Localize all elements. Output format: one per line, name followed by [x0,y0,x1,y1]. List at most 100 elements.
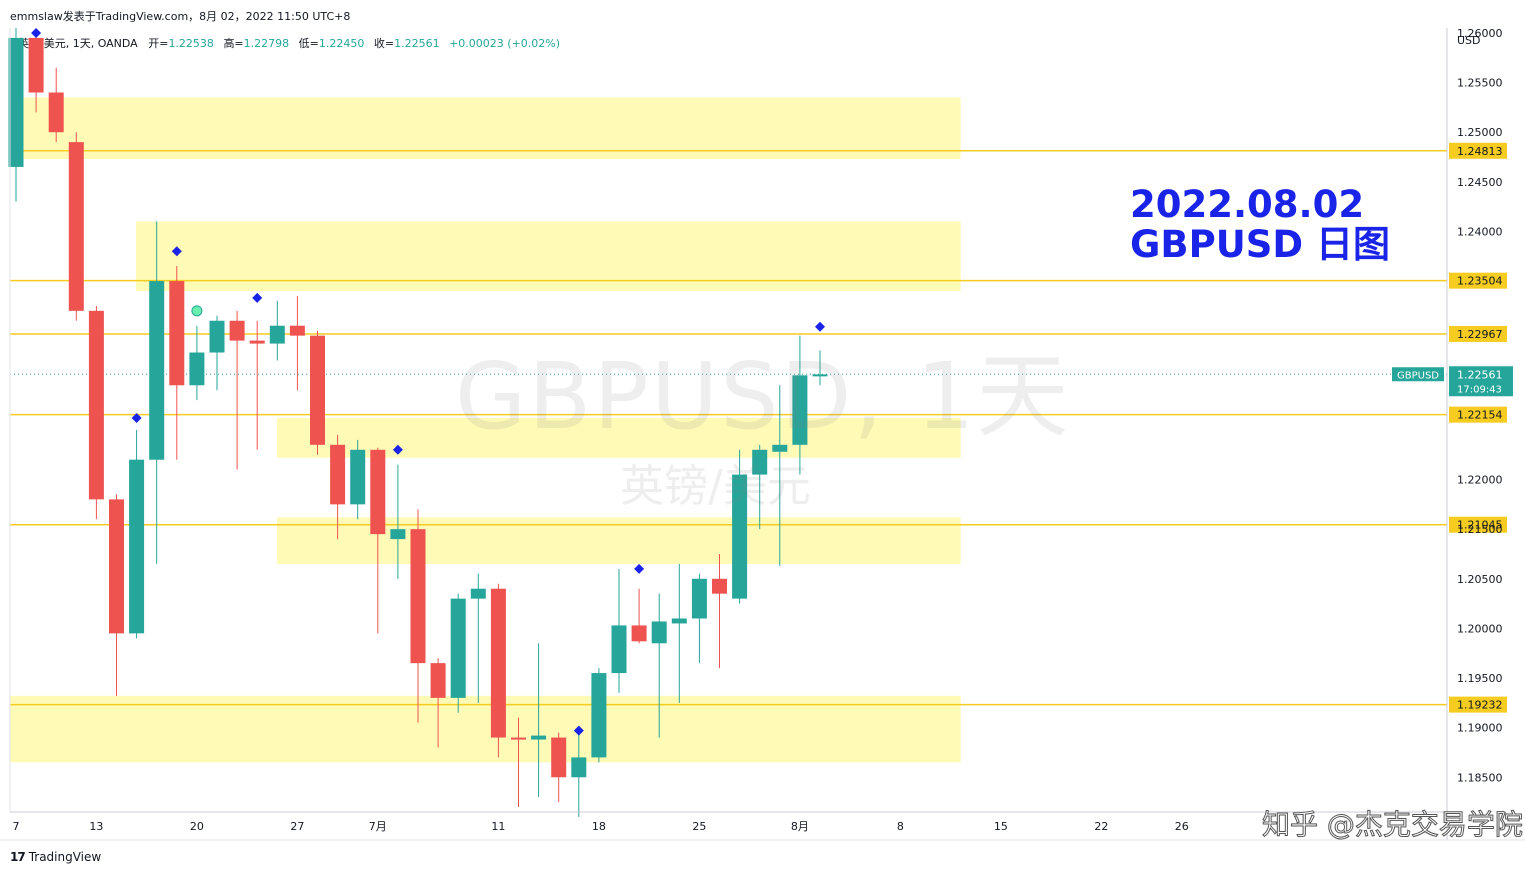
price-tick-label: 1.22000 [1457,474,1503,487]
candle-body [490,588,506,738]
price-level-label-bg [1449,516,1507,533]
signal-diamond-marker [171,246,182,257]
candle-body [310,335,325,445]
candle-body [450,598,466,698]
currency-label: USD [1457,34,1481,47]
chart-annotation: 2022.08.02 GBPUSD 日图 [1130,185,1390,265]
time-tick-label: 7 [13,820,20,833]
legend-open-label: 开= [148,37,169,50]
time-tick-label: 22 [1094,820,1108,833]
signal-diamond-marker [252,292,263,303]
signal-diamond-marker [815,321,825,332]
legend-symbol-info: 英镑/美元, 1天, OANDA [18,37,138,50]
candle-body [732,474,748,599]
support-resistance-zone [277,418,961,458]
candle-body [410,529,426,664]
candle-body [671,618,687,624]
candle-body [651,621,667,644]
candle-body [591,673,607,758]
legend-high-label: 高= [223,37,244,50]
legend-low-value: 1.22450 [318,37,365,50]
signal-circle-marker [191,305,203,317]
last-price-countdown: 17:09:43 [1457,384,1502,395]
signal-diamond-marker [392,444,403,455]
legend-open-value: 1.22538 [168,37,214,50]
time-tick-label: 11 [491,820,505,833]
time-tick-label: 27 [290,820,304,833]
tradingview-logo-mark: 17 [10,850,26,864]
time-tick-label: 26 [1175,820,1189,833]
time-tick-label: 15 [994,820,1008,833]
price-tick-label: 1.18500 [1457,771,1503,784]
candle-body [812,374,828,377]
candle-body [269,325,285,344]
candle-body [330,444,346,505]
time-tick-label: 25 [692,820,706,833]
candle-body [129,459,145,634]
candle-body [109,499,124,634]
candle-body [430,663,446,698]
price-level-label: 1.22154 [1457,409,1503,422]
last-price-symbol-bg [1392,367,1444,382]
candle-body [531,735,547,740]
tradingview-logo[interactable]: 17 TradingView [10,850,101,864]
candle-body [752,449,768,475]
candle-body [792,375,808,445]
price-tick-label: 1.25000 [1457,126,1503,139]
price-tick-label: 1.20500 [1457,573,1503,586]
time-tick-label: 13 [89,820,103,833]
candle-body [149,281,165,460]
candle-body [289,325,305,336]
price-tick-label: 1.24000 [1457,225,1503,238]
price-level-label: 1.21045 [1457,519,1503,532]
candle-body [370,449,386,535]
annotation-subtitle: GBPUSD 日图 [1130,223,1390,266]
price-tick-label: 1.19000 [1457,722,1503,735]
signal-diamond-marker [634,563,645,574]
time-tick-label: 18 [592,820,606,833]
candle-body [511,737,526,740]
candle-body [169,281,185,386]
price-tick-label: 1.26000 [1457,27,1503,40]
candle-body [28,37,44,93]
candle-body [691,578,707,619]
name-watermark: 英镑/美元 [620,461,811,512]
price-level-label-bg [1449,272,1507,289]
candle-body [48,92,64,133]
publish-info: emmslaw发表于TradingView.com，8月 02，2022 11:… [10,10,351,23]
support-resistance-zone [10,97,961,159]
time-tick-label: 8月 [791,820,809,833]
candle-body [611,625,627,674]
candle-body [209,320,225,353]
signal-diamond-marker [131,413,142,424]
price-tick-label: 1.19500 [1457,672,1503,685]
last-price-symbol: GBPUSD [1397,370,1439,381]
price-level-label-bg [1449,406,1507,423]
candle-body [8,37,24,167]
time-tick-label: 20 [190,820,204,833]
price-level-label: 1.19232 [1457,699,1503,712]
candle-body [88,310,104,500]
candle-body [551,737,567,778]
candle-body [350,449,366,505]
price-level-label: 1.23504 [1457,275,1503,288]
candle-body [189,352,205,386]
support-resistance-zone [136,221,961,291]
time-tick-label: 8 [897,820,904,833]
candle-body [390,529,406,540]
price-level-label-bg [1449,142,1507,159]
price-tick-label: 1.24500 [1457,176,1503,189]
support-resistance-zone [10,695,961,763]
annotation-date: 2022.08.02 [1130,183,1365,226]
legend-close-label: 收= [373,37,395,50]
candle-body [68,142,84,311]
last-price-label-bg [1449,366,1513,397]
signal-diamond-marker [573,725,584,736]
candle-body [249,340,265,344]
last-price-label: 1.22561 [1457,368,1503,381]
candle-body [470,588,486,599]
candle-body [631,625,647,642]
price-tick-label: 1.20000 [1457,622,1503,635]
signal-diamond-marker [31,27,42,38]
